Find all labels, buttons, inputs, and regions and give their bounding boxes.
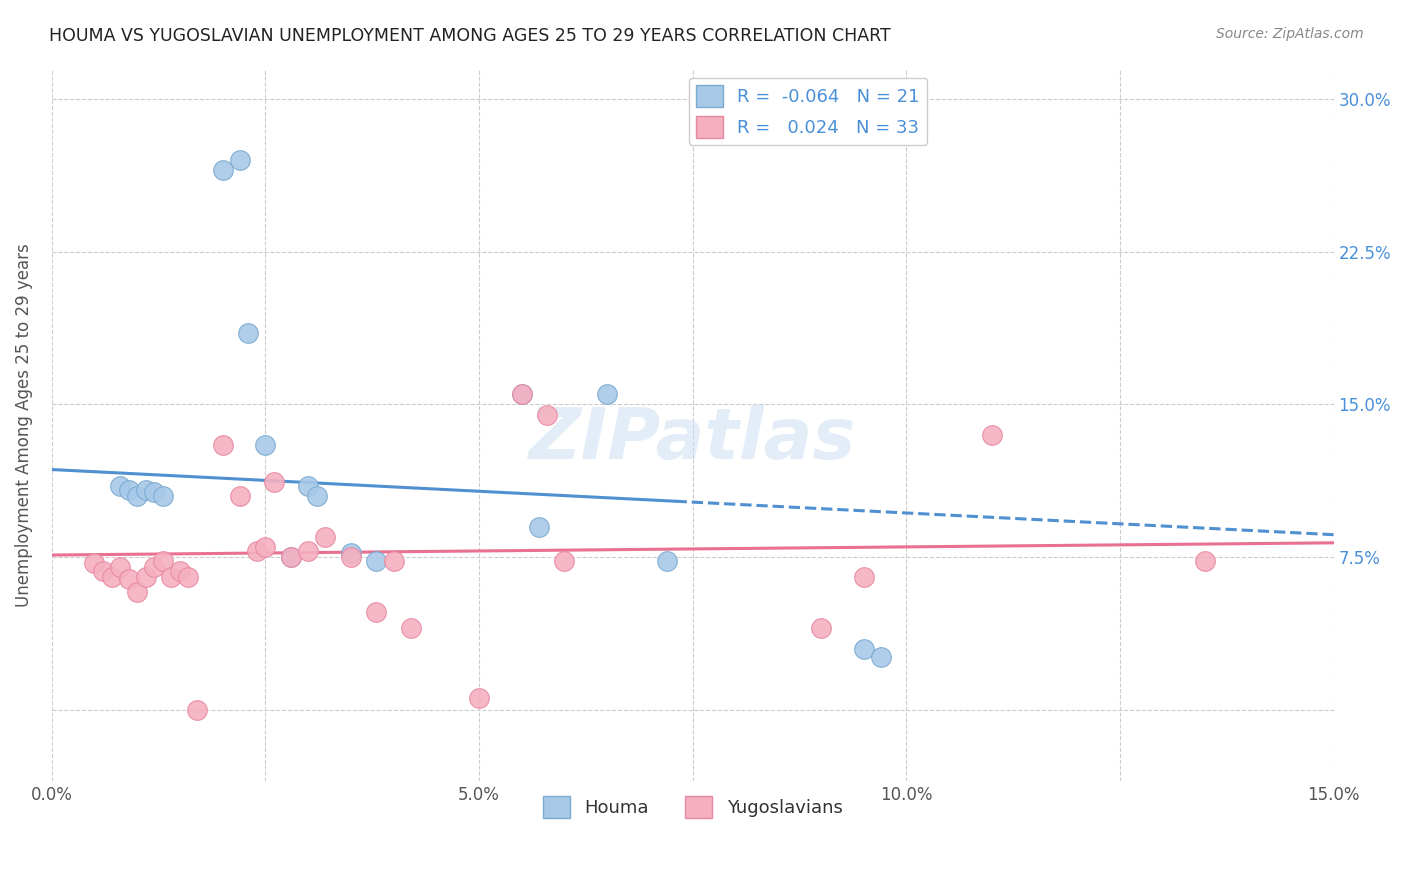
- Point: [108, 479, 131, 493]
- Text: HOUMA VS YUGOSLAVIAN UNEMPLOYMENT AMONG AGES 25 TO 29 YEARS CORRELATION CHART: HOUMA VS YUGOSLAVIAN UNEMPLOYMENT AMONG …: [49, 27, 891, 45]
- Point: [169, 564, 191, 578]
- Point: [527, 519, 550, 533]
- Point: [655, 554, 678, 568]
- Text: Source: ZipAtlas.com: Source: ZipAtlas.com: [1216, 27, 1364, 41]
- Point: [127, 489, 149, 503]
- Point: [177, 570, 200, 584]
- Point: [297, 479, 319, 493]
- Point: [280, 550, 302, 565]
- Point: [160, 570, 183, 584]
- Point: [297, 544, 319, 558]
- Point: [246, 544, 269, 558]
- Point: [340, 550, 363, 565]
- Point: [263, 475, 285, 489]
- Point: [852, 641, 875, 656]
- Point: [980, 428, 1002, 442]
- Point: [118, 573, 141, 587]
- Point: [382, 554, 405, 568]
- Legend: Houma, Yugoslavians: Houma, Yugoslavians: [536, 789, 849, 825]
- Point: [118, 483, 141, 497]
- Point: [254, 438, 277, 452]
- Point: [254, 540, 277, 554]
- Point: [100, 570, 122, 584]
- Point: [229, 489, 252, 503]
- Text: ZIPatlas: ZIPatlas: [529, 404, 856, 474]
- Point: [305, 489, 328, 503]
- Point: [510, 387, 533, 401]
- Point: [852, 570, 875, 584]
- Point: [143, 484, 166, 499]
- Point: [91, 564, 114, 578]
- Point: [553, 554, 575, 568]
- Point: [468, 690, 491, 705]
- Point: [83, 556, 105, 570]
- Point: [127, 584, 149, 599]
- Point: [152, 489, 174, 503]
- Point: [280, 550, 302, 565]
- Point: [366, 554, 388, 568]
- Point: [399, 621, 422, 635]
- Point: [143, 560, 166, 574]
- Point: [229, 153, 252, 168]
- Point: [536, 408, 558, 422]
- Y-axis label: Unemployment Among Ages 25 to 29 years: Unemployment Among Ages 25 to 29 years: [15, 243, 32, 607]
- Point: [810, 621, 832, 635]
- Point: [211, 163, 233, 178]
- Point: [1194, 554, 1216, 568]
- Point: [152, 554, 174, 568]
- Point: [869, 649, 891, 664]
- Point: [135, 483, 157, 497]
- Point: [108, 560, 131, 574]
- Point: [186, 703, 208, 717]
- Point: [314, 530, 336, 544]
- Point: [596, 387, 619, 401]
- Point: [135, 570, 157, 584]
- Point: [366, 605, 388, 619]
- Point: [211, 438, 233, 452]
- Point: [340, 546, 363, 560]
- Point: [238, 326, 260, 340]
- Point: [510, 387, 533, 401]
